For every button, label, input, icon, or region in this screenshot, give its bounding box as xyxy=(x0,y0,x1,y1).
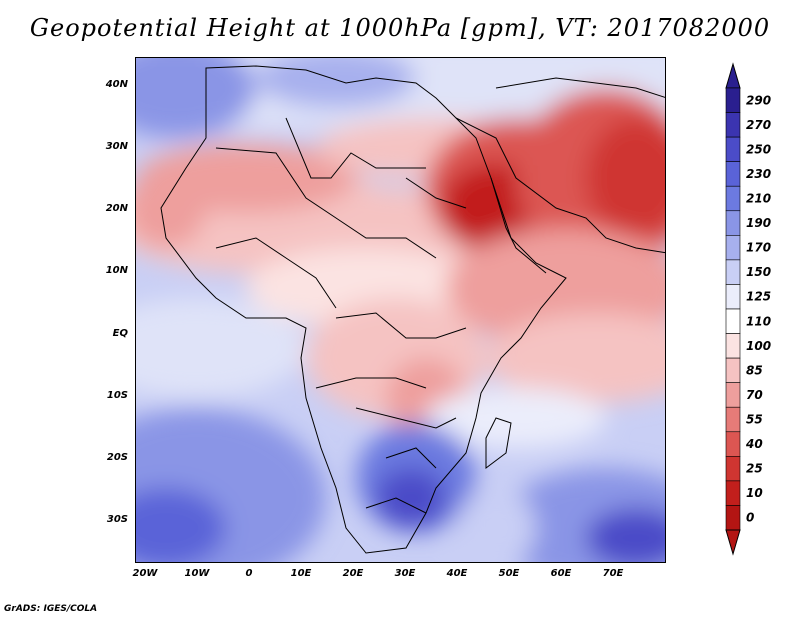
colorbar-swatch xyxy=(725,185,741,212)
lon-label-70e: 70E xyxy=(602,568,624,579)
colorbar-label: 100 xyxy=(746,339,771,353)
lat-label-10s: 10S xyxy=(106,390,128,401)
lat-label-20s: 20S xyxy=(106,452,128,463)
colorbar-label: 10 xyxy=(746,486,763,500)
colorbar-label: 190 xyxy=(746,216,771,230)
colorbar-swatch xyxy=(725,456,741,482)
colorbar-swatch xyxy=(725,382,741,408)
lat-label-30n: 30N xyxy=(105,141,128,152)
colorbar-swatch xyxy=(725,112,741,138)
lat-label-20n: 20N xyxy=(105,203,128,214)
colorbar-top-arrow xyxy=(725,62,741,89)
colorbar-label: 250 xyxy=(746,142,771,156)
colorbar-swatch xyxy=(725,357,741,383)
colorbar-label: 150 xyxy=(746,265,771,279)
colorbar-swatch xyxy=(725,210,741,236)
colorbar-label: 0 xyxy=(746,511,754,525)
height-field xyxy=(136,58,665,562)
lon-label-0: 0 xyxy=(245,568,253,579)
colorbar-label: 290 xyxy=(746,93,771,107)
lon-label-10e: 10E xyxy=(290,568,312,579)
colorbar-swatch xyxy=(725,259,741,285)
map-panel xyxy=(135,57,666,563)
colorbar-swatch xyxy=(725,308,741,334)
colorbar-swatch xyxy=(725,161,741,187)
lon-label-50e: 50E xyxy=(498,568,520,579)
colorbar-swatch xyxy=(725,235,741,261)
colorbar-swatch xyxy=(725,505,741,531)
lon-label-20e: 20E xyxy=(342,568,364,579)
lon-label-30e: 30E xyxy=(394,568,416,579)
lat-label-10n: 10N xyxy=(105,265,128,276)
colorbar-swatch xyxy=(725,284,741,310)
colorbar-swatch xyxy=(725,406,741,433)
colorbar-label: 85 xyxy=(746,363,763,377)
lat-label-40n: 40N xyxy=(105,79,128,90)
colorbar-swatch xyxy=(725,431,741,457)
colorbar-swatch xyxy=(725,87,741,113)
lon-label-40e: 40E xyxy=(446,568,468,579)
colorbar-label: 125 xyxy=(746,290,771,304)
lon-label-60e: 60E xyxy=(550,568,572,579)
colorbar-swatch xyxy=(725,333,741,359)
colorbar: 2902702502302101901701501251101008570554… xyxy=(725,62,771,556)
map-canvas xyxy=(136,58,665,562)
lat-label-eq: EQ xyxy=(112,328,128,339)
colorbar-label: 25 xyxy=(746,462,763,476)
colorbar-label: 230 xyxy=(746,167,771,181)
colorbar-label: 210 xyxy=(746,192,771,206)
colorbar-swatch xyxy=(725,136,741,162)
colorbar-label: 70 xyxy=(746,388,763,402)
colorbar-label: 40 xyxy=(745,437,763,451)
chart-title: Geopotential Height at 1000hPa [gpm], VT… xyxy=(29,14,771,42)
footer-credit: GrADS: IGES/COLA xyxy=(4,604,98,614)
colorbar-label: 270 xyxy=(746,118,771,132)
colorbar-label: 110 xyxy=(746,314,771,328)
colorbar-label: 55 xyxy=(746,413,763,427)
coastlines xyxy=(160,65,665,554)
lon-label-10w: 10W xyxy=(184,568,210,579)
lon-label-20w: 20W xyxy=(132,568,158,579)
colorbar-swatch xyxy=(725,480,741,506)
colorbar-bottom-arrow xyxy=(725,529,741,556)
colorbar-label: 170 xyxy=(746,241,771,255)
lat-label-30s: 30S xyxy=(106,514,128,525)
